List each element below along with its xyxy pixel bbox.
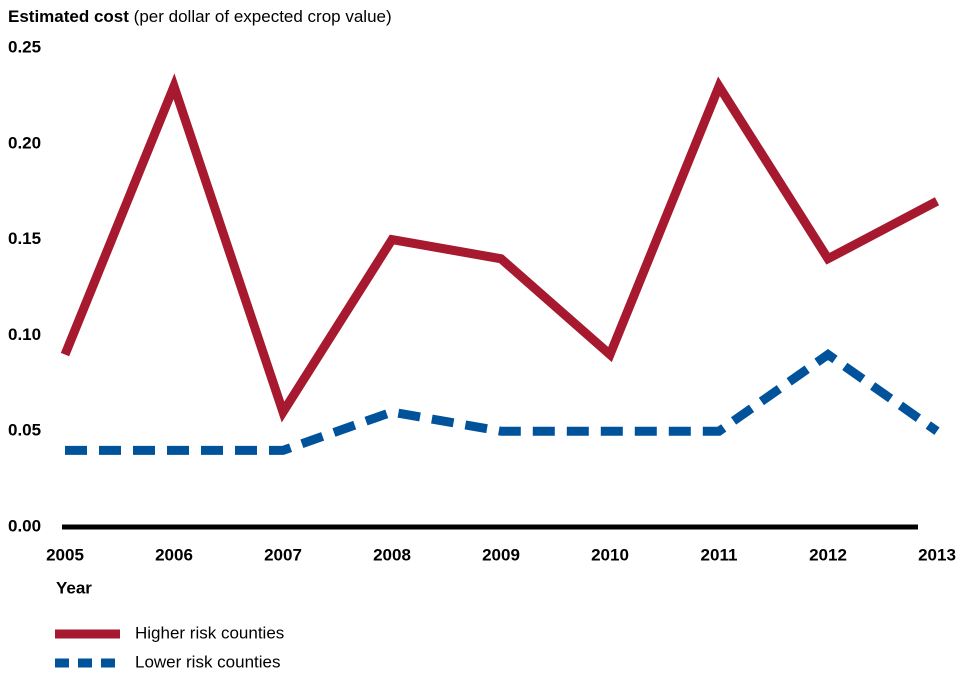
y-tick-label: 0.10 [8,325,41,344]
x-tick-label: 2006 [155,545,193,564]
chart-title: Estimated cost [8,7,129,26]
y-tick-label: 0.25 [8,37,41,56]
chart-subtitle: (per dollar of expected crop value) [134,7,392,26]
x-tick-label: 2011 [701,545,738,564]
y-tick-label: 0.05 [8,421,41,440]
x-tick-label: 2010 [591,545,629,564]
legend-label: Lower risk counties [135,652,281,671]
series-line [65,349,940,455]
x-tick-label: 2007 [264,545,302,564]
x-tick-label: 2013 [918,545,956,564]
chart-title-line: Estimated cost (per dollar of expected c… [8,7,392,26]
legend-label: Higher risk counties [135,623,284,642]
x-tick-label: 2009 [482,545,520,564]
y-tick-label: 0.15 [8,229,41,248]
x-tick-label: 2012 [809,545,847,564]
y-tick-label: 0.20 [8,133,41,152]
x-axis-label: Year [56,578,92,597]
y-tick-label: 0.00 [8,516,41,535]
x-tick-label: 2005 [46,545,84,564]
x-tick-label: 2008 [373,545,411,564]
series-line [60,73,940,423]
